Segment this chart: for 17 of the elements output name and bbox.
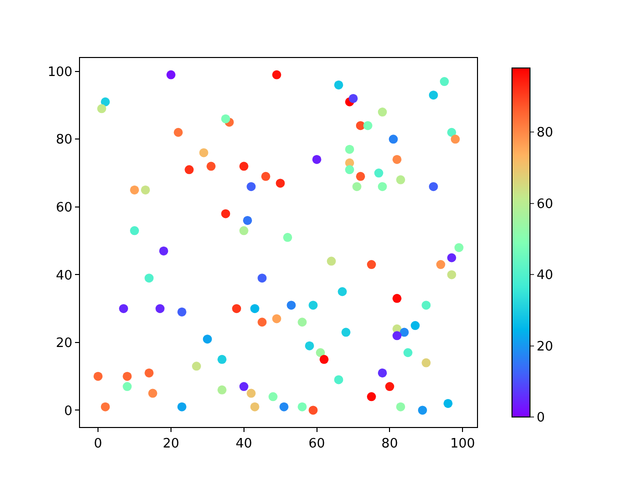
x-tick-label: 100 <box>450 436 476 452</box>
y-tick-label: 40 <box>56 268 72 284</box>
x-tick-label: 20 <box>162 436 180 452</box>
y-tick-label: 60 <box>56 200 72 216</box>
color-bar-label: 40 <box>536 268 554 284</box>
y-tick-label: 20 <box>56 336 72 352</box>
color-bar-label: 60 <box>536 196 554 212</box>
y-tick-label: 0 <box>64 404 72 419</box>
color-bar-label: 80 <box>536 126 554 141</box>
y-tick-label: 100 <box>48 64 72 80</box>
x-tick-label: 80 <box>381 436 398 452</box>
x-tick-label: 40 <box>236 436 252 452</box>
y-tick-label: 80 <box>56 132 72 148</box>
color-bar-label: 0 <box>536 410 545 426</box>
x-tick-label: 60 <box>308 436 326 452</box>
color-bar-label: 20 <box>536 339 554 354</box>
x-tick-label: 0 <box>94 436 102 452</box>
